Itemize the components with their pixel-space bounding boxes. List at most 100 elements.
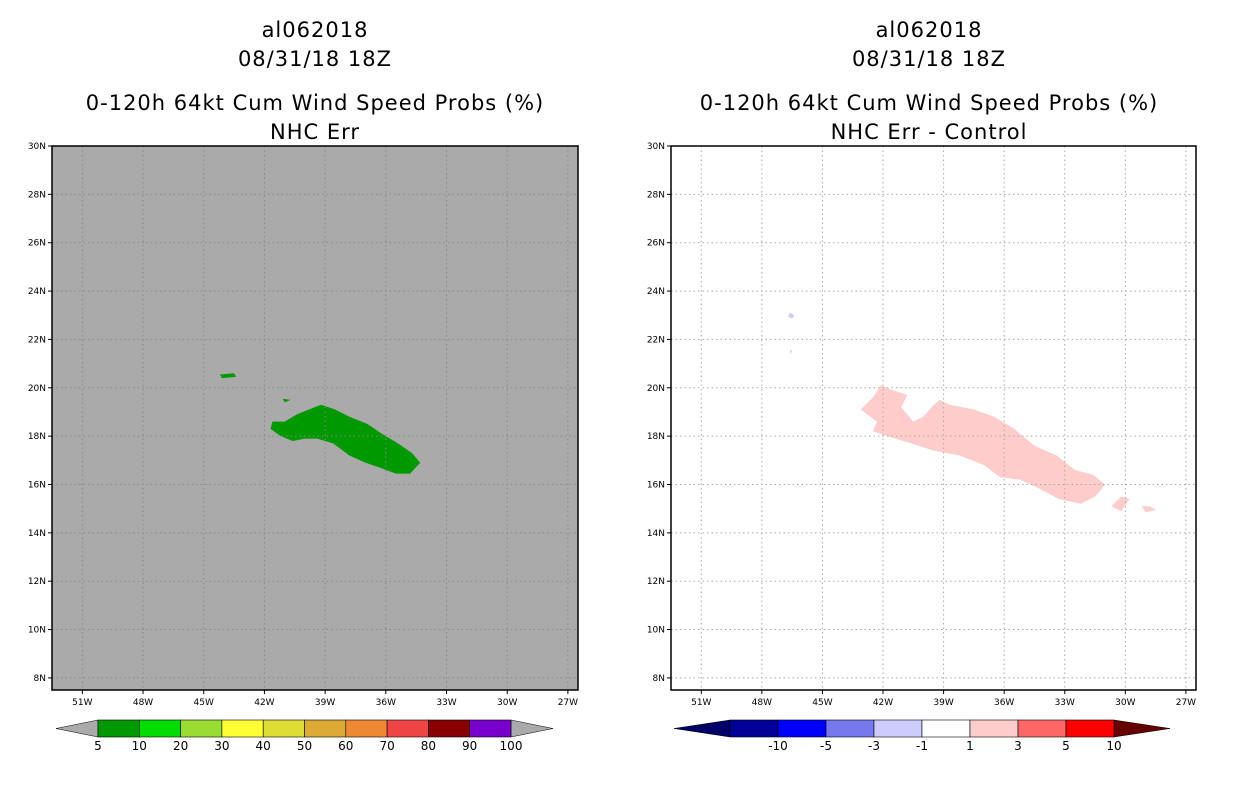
right-colorbar: -10 -5 -3 -1 1 3 5 10 <box>673 719 1171 753</box>
left-title-case: al062018 <box>261 18 369 42</box>
lon-tick-label: 39W <box>933 698 953 708</box>
colorbar-swatch-5 <box>304 719 347 738</box>
colorbar-label: 1 <box>966 739 974 753</box>
colorbar-label: 10 <box>132 739 147 753</box>
colorbar-swatch-3 <box>873 719 923 738</box>
right-title-variable: 0-120h 64kt Cum Wind Speed Probs (%) <box>699 91 1159 115</box>
shaded-region-1 <box>790 349 793 354</box>
colorbar-swatch-8 <box>428 719 470 738</box>
colorbar-label: -1 <box>916 739 928 753</box>
colorbar-label: 5 <box>94 739 102 753</box>
colorbar-swatch-7 <box>1065 719 1115 738</box>
colorbar-end-left <box>673 719 731 738</box>
lat-tick-label: 12N <box>647 577 665 587</box>
lat-tick-label: 8N <box>653 674 665 684</box>
colorbar-swatch-6 <box>1017 719 1067 738</box>
colorbar-label: 80 <box>421 739 436 753</box>
lon-tick-label: 36W <box>376 698 396 708</box>
colorbar-swatch-2 <box>825 719 875 738</box>
colorbar-label: -3 <box>868 739 880 753</box>
lat-tick-label: 14N <box>647 529 665 539</box>
colorbar-swatch-3 <box>221 719 264 738</box>
lat-tick-label: 20N <box>647 384 665 394</box>
lat-tick-label: 16N <box>28 480 46 490</box>
map-frame <box>51 145 579 691</box>
colorbar-swatch-9 <box>469 719 512 738</box>
colorbar-label: 5 <box>1062 739 1070 753</box>
lon-tick-label: 36W <box>994 698 1014 708</box>
colorbar-label: 3 <box>1014 739 1022 753</box>
lat-tick-label: 22N <box>647 335 665 345</box>
colorbar-label: -10 <box>768 739 788 753</box>
shaded-region-0 <box>219 373 237 379</box>
lat-tick-label: 24N <box>28 287 46 297</box>
lon-tick-label: 33W <box>1055 698 1075 708</box>
lon-tick-label: 30W <box>497 698 517 708</box>
colorbar-label: 50 <box>297 739 312 753</box>
colorbar-label: 70 <box>379 739 394 753</box>
colorbar-swatch-1 <box>777 719 827 738</box>
lon-tick-label: 42W <box>254 698 274 708</box>
colorbar-label: 30 <box>214 739 229 753</box>
colorbar-swatch-4 <box>921 719 971 738</box>
colorbar-label: 40 <box>256 739 271 753</box>
lat-tick-label: 14N <box>28 529 46 539</box>
colorbar-end-right <box>1113 719 1171 738</box>
colorbar-swatch-0 <box>97 719 140 738</box>
lat-tick-label: 18N <box>647 432 665 442</box>
colorbar-swatch-1 <box>139 719 181 738</box>
right-map-plot: 30N 28N 26N 24N 22N 20N 18N 16N 14N 12N 10N 8N 51W 48… <box>647 142 1197 708</box>
right-title-subtitle: NHC Err - Control <box>830 120 1028 144</box>
colorbar-end-right <box>510 719 554 738</box>
colorbar-end-left <box>55 719 99 738</box>
lon-tick-label: 33W <box>436 698 456 708</box>
lat-tick-label: 28N <box>647 190 665 200</box>
colorbar-swatch-7 <box>386 719 429 738</box>
right-title-date: 08/31/18 18Z <box>851 47 1007 71</box>
lat-tick-label: 22N <box>28 335 46 345</box>
lat-tick-label: 30N <box>647 142 665 152</box>
lat-tick-label: 12N <box>28 577 46 587</box>
lon-tick-label: 48W <box>752 698 772 708</box>
lat-tick-label: 28N <box>28 190 46 200</box>
colorbar-label: 20 <box>173 739 188 753</box>
colorbar-swatch-4 <box>262 719 305 738</box>
lon-tick-label: 30W <box>1115 698 1135 708</box>
left-title-variable: 0-120h 64kt Cum Wind Speed Probs (%) <box>85 91 545 115</box>
colorbar-swatch-5 <box>969 719 1019 738</box>
lat-tick-label: 26N <box>28 239 46 249</box>
colorbar-label: 90 <box>462 739 477 753</box>
left-map-plot: 30N 28N 26N 24N 22N 20N 18N 16N 14N 12N 10N 8N 51W 48… <box>28 142 579 708</box>
left-title-subtitle: NHC Err <box>269 120 360 144</box>
lon-tick-label: 51W <box>72 698 92 708</box>
lon-tick-label: 42W <box>873 698 893 708</box>
shaded-region-0 <box>788 312 795 319</box>
shaded-region-1 <box>282 398 291 403</box>
lon-tick-label: 45W <box>194 698 214 708</box>
lon-tick-label: 27W <box>1176 698 1196 708</box>
lon-tick-label: 39W <box>315 698 335 708</box>
shaded-region-2 <box>860 385 1106 504</box>
colorbar-swatch-6 <box>345 719 388 738</box>
colorbar-swatch-2 <box>180 719 223 738</box>
lat-tick-label: 26N <box>647 239 665 249</box>
lat-tick-label: 18N <box>28 432 46 442</box>
colorbar-label: 60 <box>338 739 353 753</box>
colorbar-swatch-0 <box>729 719 779 738</box>
lat-tick-label: 10N <box>28 626 46 636</box>
colorbar-label: -5 <box>820 739 832 753</box>
map-frame <box>670 145 1197 691</box>
lat-tick-label: 20N <box>28 384 46 394</box>
shaded-region-4 <box>1141 506 1156 513</box>
lat-tick-label: 24N <box>647 287 665 297</box>
lat-tick-label: 10N <box>647 626 665 636</box>
left-colorbar: 5 10 20 30 40 50 60 70 80 90 100 <box>55 719 554 753</box>
right-title-case: al062018 <box>875 18 983 42</box>
colorbar-label: 10 <box>1106 739 1121 753</box>
left-title-date: 08/31/18 18Z <box>237 47 393 71</box>
lon-tick-label: 27W <box>558 698 578 708</box>
colorbar-label: 100 <box>500 739 523 753</box>
lon-tick-label: 51W <box>691 698 711 708</box>
lon-tick-label: 45W <box>812 698 832 708</box>
shaded-region-2 <box>270 404 421 474</box>
